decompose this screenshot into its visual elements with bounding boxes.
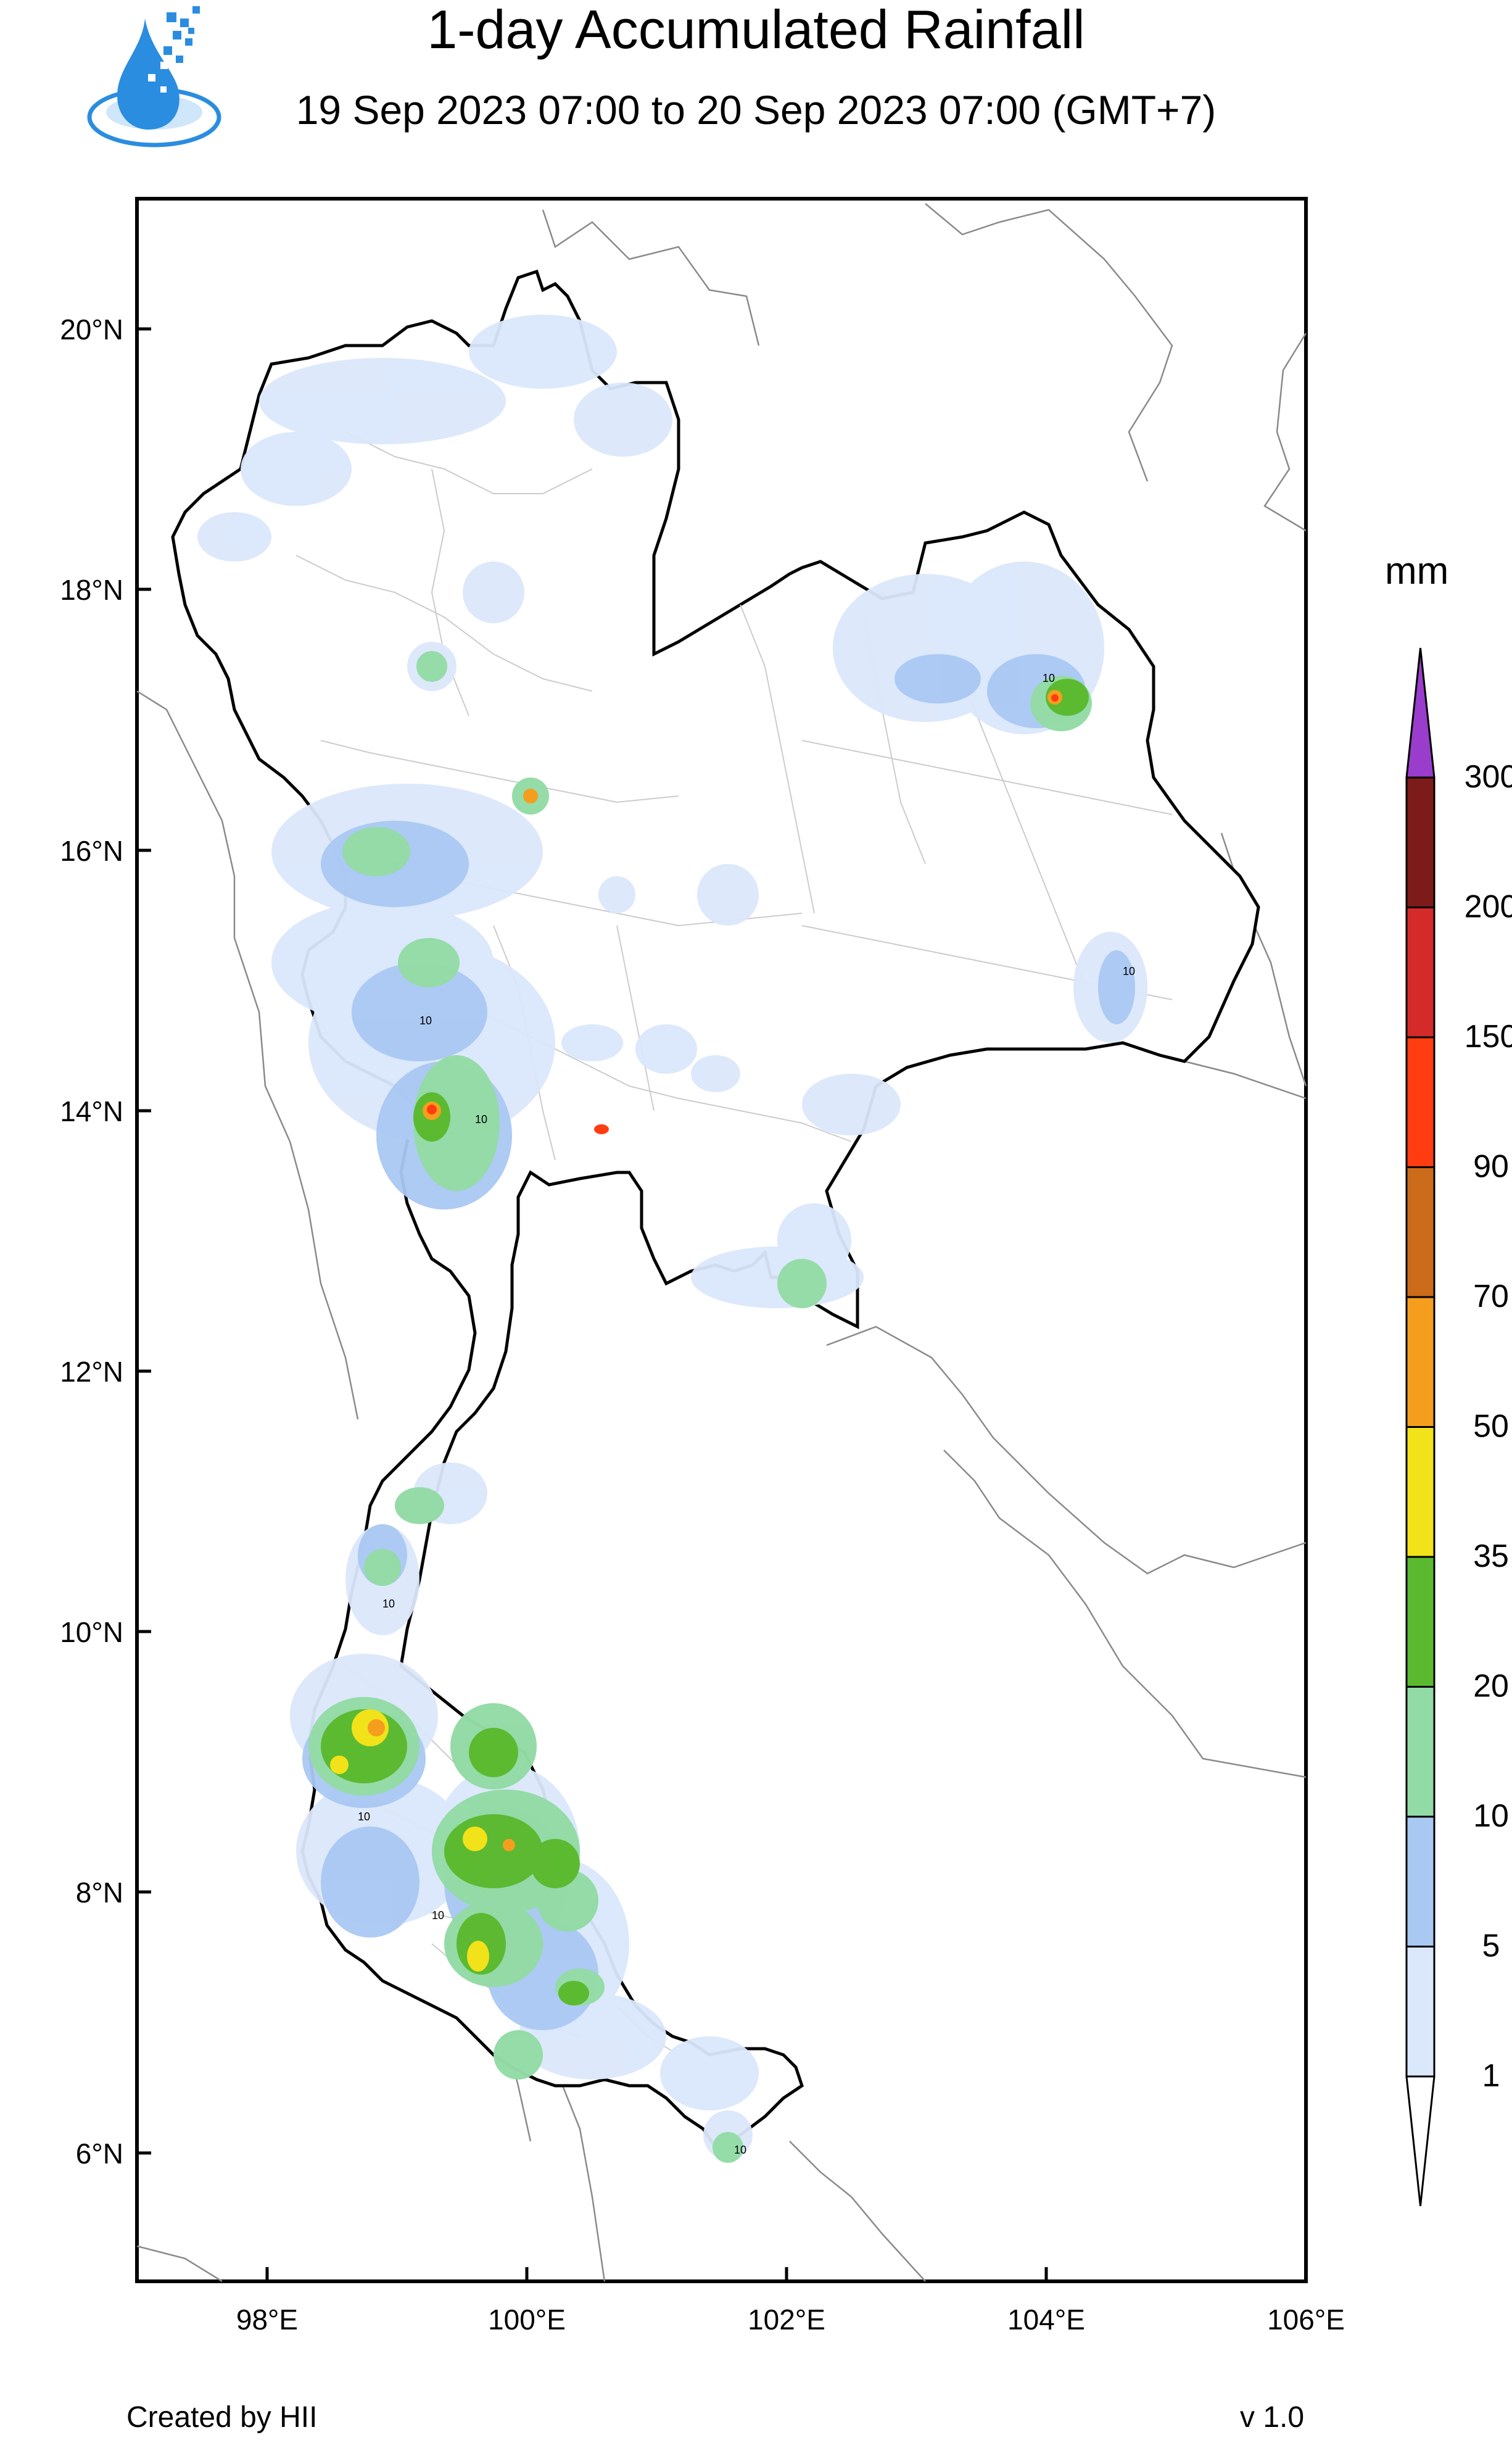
colorbar-label: 20 bbox=[1473, 1669, 1509, 1704]
legend-colorbar: 1 5 10 20 35 50 70 90 150 200 300 bbox=[1405, 647, 1512, 2207]
colorbar-segment bbox=[1405, 776, 1436, 908]
contour-label: 10 bbox=[1043, 672, 1055, 684]
colorbar-segment bbox=[1405, 1946, 1436, 2078]
lat-label: 20°N bbox=[60, 313, 123, 346]
colorbar-segment bbox=[1405, 1686, 1436, 1818]
colorbar-label: 90 bbox=[1473, 1149, 1509, 1185]
lon-label: 104°E bbox=[1007, 2304, 1085, 2336]
lat-label: 10°N bbox=[60, 1616, 123, 1648]
neighbor-borders bbox=[136, 203, 1307, 2283]
page-title: 1-day Accumulated Rainfall bbox=[427, 0, 1085, 60]
colorbar-segment bbox=[1405, 906, 1436, 1039]
colorbar-label: 150 bbox=[1464, 1019, 1512, 1055]
colorbar-label: 300 bbox=[1464, 759, 1512, 795]
colorbar-label: 50 bbox=[1473, 1409, 1509, 1445]
colorbar-segment bbox=[1405, 1556, 1436, 1688]
lat-label: 6°N bbox=[76, 2138, 123, 2170]
legend-unit: mm bbox=[1385, 550, 1449, 592]
contour-label: 10 bbox=[358, 1810, 370, 1823]
lon-ticks bbox=[265, 2267, 1308, 2281]
lon-label: 98°E bbox=[236, 2304, 298, 2336]
lat-label: 14°N bbox=[60, 1095, 123, 1127]
colorbar-label: 200 bbox=[1464, 889, 1512, 925]
page-subtitle: 19 Sep 2023 07:00 to 20 Sep 2023 07:00 (… bbox=[295, 87, 1217, 133]
contour-label: 10 bbox=[734, 2144, 746, 2156]
colorbar-segment bbox=[1405, 1296, 1436, 1428]
contour-label: 10 bbox=[1123, 965, 1135, 977]
contour-label: 10 bbox=[432, 1909, 444, 1922]
colorbar-segment bbox=[1405, 1036, 1436, 1168]
lon-label: 106°E bbox=[1267, 2304, 1345, 2336]
contour-label: 10 bbox=[419, 1014, 432, 1027]
colorbar-segment bbox=[1405, 1426, 1436, 1558]
rainfall-shading bbox=[197, 315, 1147, 2163]
colorbar-upper-arrow bbox=[1405, 647, 1436, 779]
contour-label: 10 bbox=[382, 1598, 395, 1610]
lat-label: 8°N bbox=[76, 1877, 123, 1909]
lon-label: 100°E bbox=[488, 2304, 566, 2336]
hii-logo-icon bbox=[87, 6, 221, 147]
credit-text: Created by HII bbox=[126, 2401, 318, 2434]
lat-ticks bbox=[137, 327, 151, 2155]
lat-label: 16°N bbox=[60, 835, 123, 867]
colorbar-label: 1 bbox=[1482, 2058, 1500, 2094]
colorbar-segment bbox=[1405, 1166, 1436, 1298]
version-text: v 1.0 bbox=[1240, 2401, 1305, 2434]
lat-label: 18°N bbox=[60, 574, 123, 606]
colorbar-label: 10 bbox=[1473, 1798, 1509, 1834]
contour-label: 10 bbox=[475, 1113, 487, 1126]
lat-label: 12°N bbox=[60, 1356, 123, 1388]
lon-label: 102°E bbox=[748, 2304, 825, 2336]
colorbar-label: 70 bbox=[1473, 1279, 1509, 1314]
colorbar-segment bbox=[1405, 1815, 1436, 1947]
colorbar-label: 5 bbox=[1482, 1928, 1500, 1964]
colorbar-lower-arrow bbox=[1405, 2075, 1436, 2207]
colorbar-label: 35 bbox=[1473, 1538, 1509, 1574]
